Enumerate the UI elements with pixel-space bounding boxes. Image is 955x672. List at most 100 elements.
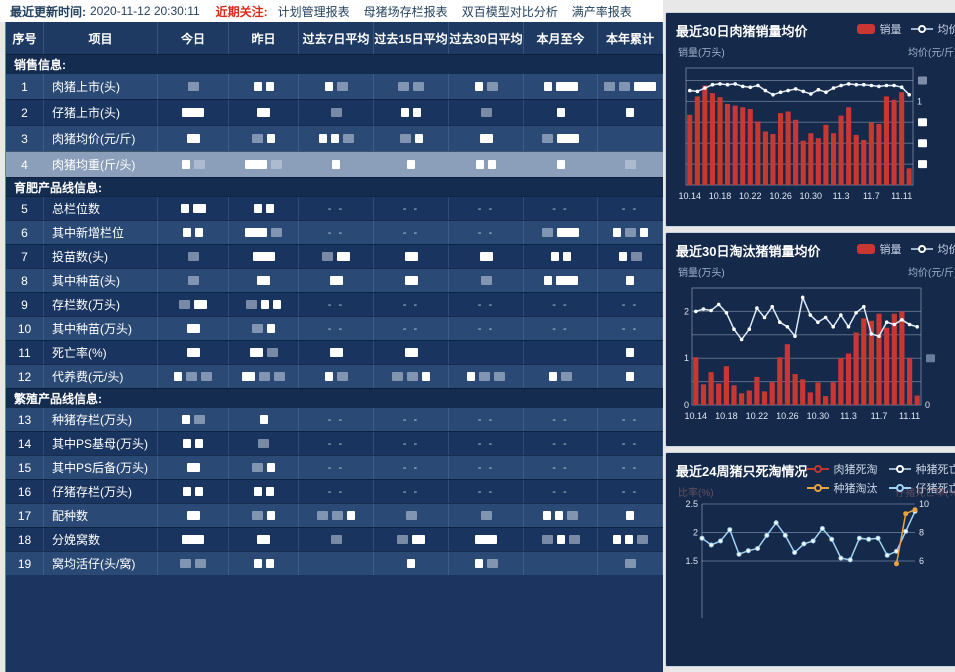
table-row-11[interactable]: 11 死亡率(%) bbox=[6, 340, 663, 364]
svg-text:11.3: 11.3 bbox=[840, 411, 857, 421]
cell-redacted-value bbox=[598, 504, 663, 527]
cell-redacted-value bbox=[524, 221, 598, 244]
row-index: 4 bbox=[6, 152, 44, 177]
row-label: 存栏数(万头) bbox=[44, 293, 158, 316]
cell-redacted-value bbox=[229, 365, 299, 388]
cell-redacted-value bbox=[449, 552, 524, 575]
cell-redacted-value bbox=[158, 456, 229, 479]
legend-item-均价[interactable]: 均价 bbox=[911, 241, 955, 257]
cell-redacted-value bbox=[299, 74, 374, 99]
row-label: 总栏位数 bbox=[44, 197, 158, 220]
table-body: 销售信息: 1 肉猪上市(头) 2 仔猪上市(头) 3 肉猪均价(元/斤) 4 肉猪均重(斤/头… bbox=[6, 54, 663, 575]
cell-empty-dash: - - bbox=[449, 293, 524, 316]
svg-text:1: 1 bbox=[917, 96, 922, 106]
cell-redacted-value bbox=[229, 74, 299, 99]
row-index: 12 bbox=[6, 365, 44, 388]
cell-redacted-value bbox=[229, 341, 299, 364]
cell-empty-dash: - - bbox=[449, 480, 524, 503]
row-label: 分娩窝数 bbox=[44, 528, 158, 551]
report-table: 序号 项目 今日 昨日 过去7日平均 过去15日平均 过去30日平均 本月至今 本年累计 销售信… bbox=[5, 22, 663, 672]
table-row-8[interactable]: 8 其中种苗(头) bbox=[6, 268, 663, 292]
cell-redacted-value bbox=[158, 152, 229, 177]
table-row-3[interactable]: 3 肉猪均价(元/斤) bbox=[6, 125, 663, 151]
table-row-1[interactable]: 1 肉猪上市(头) bbox=[6, 73, 663, 99]
svg-text:10.30: 10.30 bbox=[800, 191, 823, 201]
cell-redacted-value bbox=[229, 152, 299, 177]
cell-empty-dash: - - bbox=[299, 408, 374, 431]
cell-empty-dash: - - bbox=[299, 221, 374, 244]
table-row-19[interactable]: 19 窝均活仔(头/窝) bbox=[6, 551, 663, 575]
legend-item-均价[interactable]: 均价 bbox=[911, 21, 955, 37]
cell-redacted-value bbox=[299, 504, 374, 527]
legend-item-肉猪死淘[interactable]: 肉猪死淘 bbox=[807, 461, 877, 477]
cell-redacted-value bbox=[374, 341, 449, 364]
topbar-link-满产率报表[interactable]: 满产率报表 bbox=[571, 4, 632, 19]
section-header: 育肥产品线信息: bbox=[6, 177, 663, 196]
chart-title: 最近30日肉猪销量均价 bbox=[676, 24, 808, 39]
legend-item-销量[interactable]: 销量 bbox=[857, 241, 901, 257]
cell-redacted-value bbox=[374, 504, 449, 527]
cell-empty-dash: - - bbox=[299, 480, 374, 503]
cell-redacted-value bbox=[299, 152, 374, 177]
row-index: 14 bbox=[6, 432, 44, 455]
table-row-5[interactable]: 5 总栏位数 - -- -- -- -- - bbox=[6, 196, 663, 220]
cell-empty-dash: - - bbox=[598, 293, 663, 316]
row-label: 肉猪均价(元/斤) bbox=[44, 126, 158, 151]
cell-redacted-value bbox=[158, 245, 229, 268]
column-header: 本月至今 bbox=[524, 22, 598, 54]
table-row-12[interactable]: 12 代养费(元/头) bbox=[6, 364, 663, 388]
svg-text:11.3: 11.3 bbox=[833, 191, 850, 201]
cell-redacted-value bbox=[598, 341, 663, 364]
cell-redacted-value bbox=[229, 197, 299, 220]
cell-redacted-value bbox=[158, 480, 229, 503]
table-row-7[interactable]: 7 投苗数(头) bbox=[6, 244, 663, 268]
svg-text:8: 8 bbox=[919, 528, 924, 538]
table-row-9[interactable]: 9 存栏数(万头) - -- -- -- -- - bbox=[6, 292, 663, 316]
line-dot-icon bbox=[807, 464, 830, 474]
row-index: 1 bbox=[6, 74, 44, 99]
chart-header: 最近24周猪只死淘情况 肉猪死淘 种猪死亡 种猪淘汰 仔猪死亡 bbox=[676, 461, 955, 495]
svg-text:0: 0 bbox=[925, 400, 930, 410]
chart-header: 最近30日肉猪销量均价 销量 均价 bbox=[676, 21, 955, 43]
table-row-13[interactable]: 13 种猪存栏(万头) - -- -- -- -- - bbox=[6, 407, 663, 431]
column-header: 过去7日平均 bbox=[299, 22, 374, 54]
line-dot-icon bbox=[807, 483, 830, 493]
svg-text:2: 2 bbox=[684, 306, 689, 316]
cell-redacted-value bbox=[299, 100, 374, 125]
cell-redacted-value bbox=[598, 221, 663, 244]
table-row-16[interactable]: 16 仔猪存栏(万头) - -- -- -- -- - bbox=[6, 479, 663, 503]
cell-redacted-value bbox=[524, 269, 598, 292]
table-row-6[interactable]: 6 其中新增栏位 - -- -- - bbox=[6, 220, 663, 244]
cell-empty-dash: - - bbox=[374, 293, 449, 316]
table-row-15[interactable]: 15 其中PS后备(万头) - -- -- -- -- - bbox=[6, 455, 663, 479]
cell-redacted-value bbox=[229, 528, 299, 551]
cell-redacted-value bbox=[229, 408, 299, 431]
cell-empty-dash: - - bbox=[524, 408, 598, 431]
cell-redacted-value bbox=[524, 552, 598, 575]
topbar-link-母猪场存栏报表[interactable]: 母猪场存栏报表 bbox=[363, 4, 448, 19]
chart-title: 最近24周猪只死淘情况 bbox=[676, 464, 808, 479]
legend-item-种猪死亡[interactable]: 种猪死亡 bbox=[889, 461, 955, 477]
table-row-17[interactable]: 17 配种数 bbox=[6, 503, 663, 527]
legend-item-仔猪死亡[interactable]: 仔猪死亡 bbox=[889, 480, 955, 496]
table-row-18[interactable]: 18 分娩窝数 bbox=[6, 527, 663, 551]
cell-redacted-value bbox=[374, 74, 449, 99]
legend-item-种猪淘汰[interactable]: 种猪淘汰 bbox=[807, 480, 877, 496]
table-row-10[interactable]: 10 其中种苗(万头) - -- -- -- -- - bbox=[6, 316, 663, 340]
table-row-14[interactable]: 14 其中PS基母(万头) - -- -- -- -- - bbox=[6, 431, 663, 455]
cell-redacted-value bbox=[229, 504, 299, 527]
column-header: 过去15日平均 bbox=[374, 22, 449, 54]
table-row-2[interactable]: 2 仔猪上市(头) bbox=[6, 99, 663, 125]
row-index: 15 bbox=[6, 456, 44, 479]
topbar-link-计划管理报表[interactable]: 计划管理报表 bbox=[277, 4, 350, 19]
cell-redacted-value bbox=[598, 552, 663, 575]
cell-redacted-value bbox=[374, 152, 449, 177]
legend-item-销量[interactable]: 销量 bbox=[857, 21, 901, 37]
column-header: 昨日 bbox=[229, 22, 299, 54]
chart-card-pig-sales-price: 最近30日肉猪销量均价 销量 均价 销量(万头) 均价(元/斤) 1 10.14 10.18 1… bbox=[665, 12, 955, 227]
table-row-4[interactable]: 4 肉猪均重(斤/头) bbox=[6, 151, 663, 177]
topbar-link-双百模型对比分析[interactable]: 双百模型对比分析 bbox=[461, 4, 558, 19]
updated-time-label: 最近更新时间: bbox=[10, 4, 86, 19]
cell-empty-dash: - - bbox=[374, 408, 449, 431]
